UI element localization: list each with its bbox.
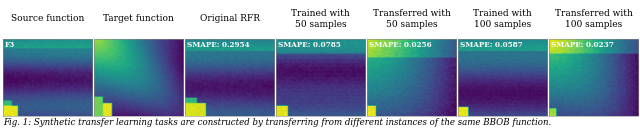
Text: SMAPE: 0.0587: SMAPE: 0.0587 [460, 41, 523, 49]
Text: Transferred with
50 samples: Transferred with 50 samples [372, 9, 451, 29]
Text: Trained with
50 samples: Trained with 50 samples [291, 9, 350, 29]
Text: SMAPE: 0.0785: SMAPE: 0.0785 [278, 41, 340, 49]
Text: Source function: Source function [11, 14, 84, 23]
Text: SMAPE: 0.0237: SMAPE: 0.0237 [551, 41, 614, 49]
Text: Target function: Target function [103, 14, 174, 23]
Text: F3: F3 [5, 41, 15, 49]
Text: Transferred with
100 samples: Transferred with 100 samples [555, 9, 632, 29]
Text: Fig. 1: Synthetic transfer learning tasks are constructed by transferring from d: Fig. 1: Synthetic transfer learning task… [3, 118, 552, 127]
Text: SMAPE: 0.2954: SMAPE: 0.2954 [187, 41, 250, 49]
Text: Original RFR: Original RFR [200, 14, 260, 23]
Text: Trained with
100 samples: Trained with 100 samples [473, 9, 532, 29]
Text: SMAPE: 0.0256: SMAPE: 0.0256 [369, 41, 431, 49]
